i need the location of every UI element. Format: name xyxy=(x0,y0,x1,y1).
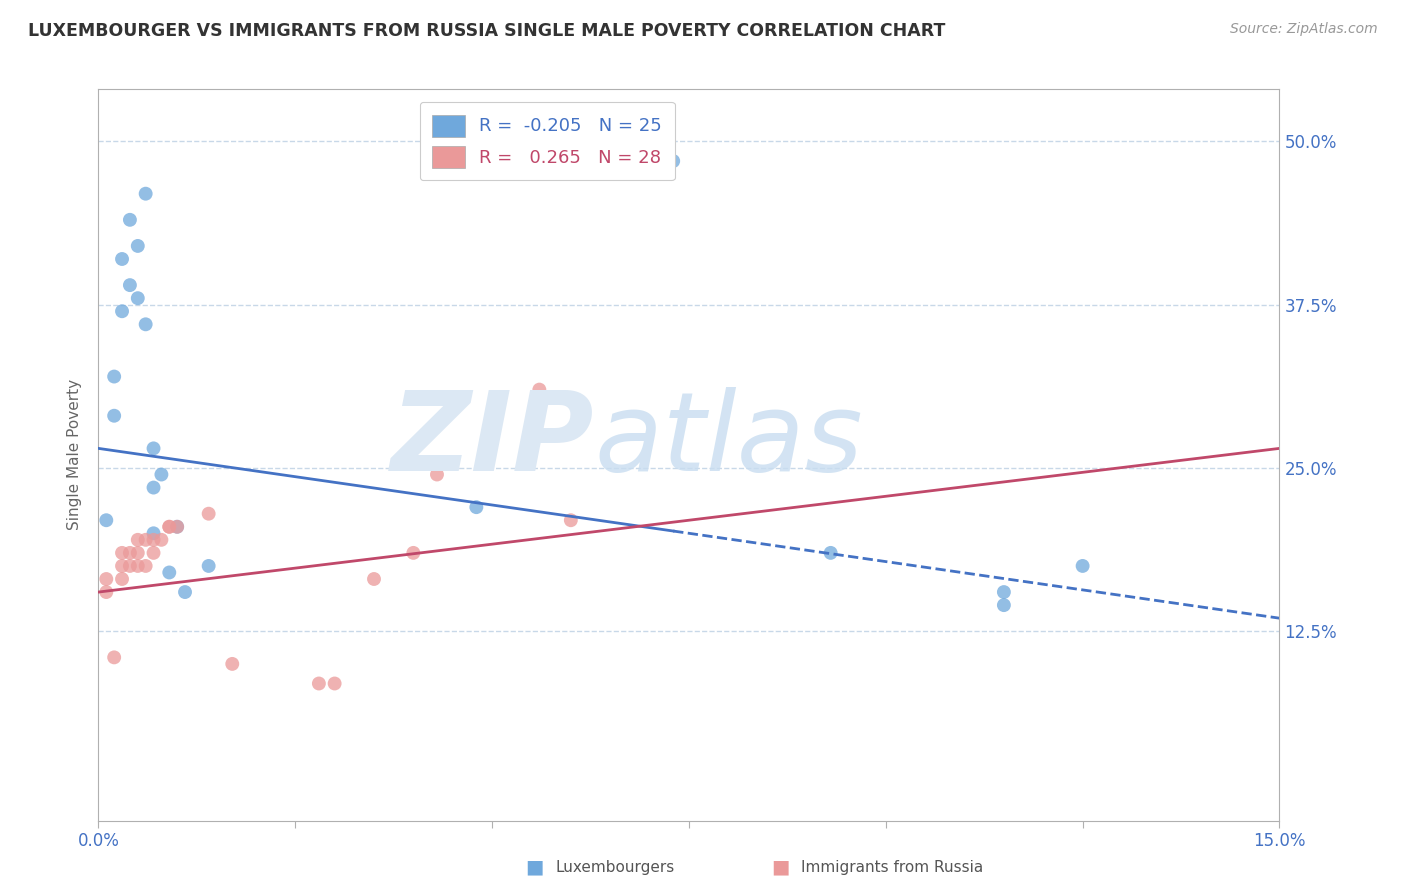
Point xyxy=(363,572,385,586)
Text: ■: ■ xyxy=(524,857,544,877)
Point xyxy=(118,546,141,560)
Point xyxy=(103,650,125,665)
Point xyxy=(993,585,1015,599)
Point xyxy=(127,239,149,253)
Point xyxy=(111,572,134,586)
Point xyxy=(111,304,134,318)
Point xyxy=(142,546,165,560)
Point xyxy=(142,481,165,495)
Point xyxy=(308,676,330,690)
Point xyxy=(150,533,173,547)
Point xyxy=(135,318,157,332)
Point xyxy=(993,598,1015,612)
Point xyxy=(96,572,118,586)
Point xyxy=(103,369,125,384)
Point xyxy=(166,520,188,534)
Text: Source: ZipAtlas.com: Source: ZipAtlas.com xyxy=(1230,22,1378,37)
Point xyxy=(157,520,180,534)
Point xyxy=(323,676,346,690)
Point xyxy=(174,585,197,599)
Point xyxy=(662,154,685,169)
Point xyxy=(529,383,551,397)
Point xyxy=(150,467,173,482)
Point xyxy=(111,558,134,573)
Point xyxy=(142,442,165,456)
Text: Luxembourgers: Luxembourgers xyxy=(555,860,675,874)
Point xyxy=(465,500,488,515)
Point xyxy=(127,533,149,547)
Y-axis label: Single Male Poverty: Single Male Poverty xyxy=(67,379,83,531)
Point xyxy=(157,566,180,580)
Point xyxy=(142,533,165,547)
Point xyxy=(197,507,219,521)
Point xyxy=(111,252,134,266)
Text: atlas: atlas xyxy=(595,387,863,494)
Text: LUXEMBOURGER VS IMMIGRANTS FROM RUSSIA SINGLE MALE POVERTY CORRELATION CHART: LUXEMBOURGER VS IMMIGRANTS FROM RUSSIA S… xyxy=(28,22,945,40)
Point xyxy=(142,526,165,541)
Point xyxy=(820,546,842,560)
Point xyxy=(221,657,243,671)
Point xyxy=(96,513,118,527)
Point xyxy=(197,558,219,573)
Point xyxy=(135,186,157,201)
Point xyxy=(1071,558,1094,573)
Point xyxy=(96,585,118,599)
Point xyxy=(111,546,134,560)
Point xyxy=(118,558,141,573)
Point xyxy=(118,212,141,227)
Point xyxy=(135,533,157,547)
Point xyxy=(127,546,149,560)
Text: ■: ■ xyxy=(770,857,790,877)
Point xyxy=(426,467,449,482)
Point xyxy=(118,278,141,293)
Point xyxy=(135,558,157,573)
Text: Immigrants from Russia: Immigrants from Russia xyxy=(801,860,984,874)
Point xyxy=(402,546,425,560)
Point xyxy=(560,513,582,527)
Point xyxy=(127,558,149,573)
Text: ZIP: ZIP xyxy=(391,387,595,494)
Point xyxy=(157,520,180,534)
Point xyxy=(103,409,125,423)
Point xyxy=(166,520,188,534)
Point xyxy=(127,291,149,305)
Legend: R =  -0.205   N = 25, R =   0.265   N = 28: R = -0.205 N = 25, R = 0.265 N = 28 xyxy=(420,102,675,180)
